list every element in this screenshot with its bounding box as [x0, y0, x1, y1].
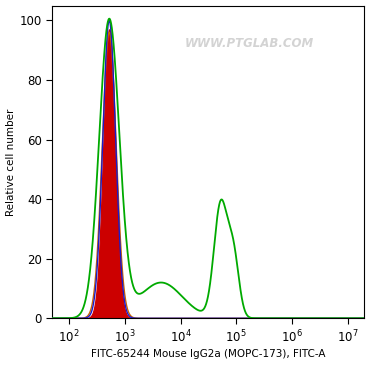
Text: WWW.PTGLAB.COM: WWW.PTGLAB.COM [184, 36, 314, 50]
X-axis label: FITC-65244 Mouse IgG2a (MOPC-173), FITC-A: FITC-65244 Mouse IgG2a (MOPC-173), FITC-… [91, 349, 326, 360]
Y-axis label: Relative cell number: Relative cell number [6, 108, 16, 216]
